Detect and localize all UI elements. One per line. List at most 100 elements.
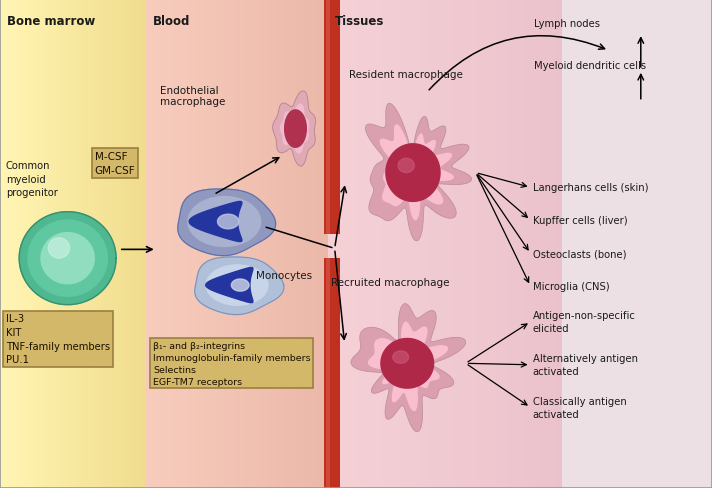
- Bar: [484, 0, 491, 488]
- Bar: [442, 0, 449, 488]
- Bar: [135, 0, 139, 488]
- Polygon shape: [217, 215, 239, 229]
- Bar: [352, 0, 358, 488]
- Polygon shape: [368, 322, 448, 411]
- Polygon shape: [194, 257, 284, 315]
- Bar: [206, 0, 211, 488]
- Bar: [253, 0, 258, 488]
- Text: Antigen-non-specific
elicited: Antigen-non-specific elicited: [533, 310, 635, 334]
- Bar: [221, 0, 226, 488]
- Bar: [4, 0, 8, 488]
- Bar: [183, 0, 189, 488]
- Bar: [290, 0, 295, 488]
- Bar: [146, 0, 150, 488]
- Polygon shape: [365, 104, 471, 242]
- Bar: [83, 0, 87, 488]
- Text: Endothelial
macrophage: Endothelial macrophage: [160, 85, 226, 107]
- Bar: [318, 0, 323, 488]
- Polygon shape: [41, 233, 94, 284]
- Bar: [333, 0, 340, 488]
- Text: Alternatively antigen
activated: Alternatively antigen activated: [533, 353, 637, 377]
- FancyBboxPatch shape: [324, 0, 340, 234]
- Bar: [244, 0, 249, 488]
- Bar: [45, 0, 49, 488]
- Text: IL-3
KIT
TNF-family members
PU.1: IL-3 KIT TNF-family members PU.1: [6, 314, 110, 365]
- Bar: [33, 0, 38, 488]
- Bar: [496, 0, 503, 488]
- Bar: [533, 0, 539, 488]
- Text: Bone marrow: Bone marrow: [7, 15, 95, 28]
- Bar: [313, 0, 319, 488]
- Polygon shape: [19, 212, 116, 305]
- Text: Resident macrophage: Resident macrophage: [349, 70, 463, 80]
- Polygon shape: [206, 265, 268, 305]
- Bar: [272, 0, 277, 488]
- Text: Tissues: Tissues: [335, 15, 384, 28]
- Bar: [112, 0, 117, 488]
- Polygon shape: [231, 280, 249, 291]
- Bar: [146, 0, 151, 488]
- Bar: [364, 0, 370, 488]
- Bar: [281, 0, 286, 488]
- Bar: [201, 0, 207, 488]
- FancyBboxPatch shape: [326, 259, 330, 488]
- Text: Recruited macrophage: Recruited macrophage: [331, 278, 449, 287]
- Bar: [267, 0, 272, 488]
- Bar: [448, 0, 454, 488]
- Bar: [345, 0, 352, 488]
- Text: Monocytes: Monocytes: [256, 271, 313, 281]
- Bar: [502, 0, 509, 488]
- Bar: [63, 0, 68, 488]
- Bar: [98, 0, 102, 488]
- Text: M-CSF
GM-CSF: M-CSF GM-CSF: [95, 151, 135, 176]
- Polygon shape: [188, 197, 261, 247]
- Bar: [508, 0, 515, 488]
- Bar: [388, 0, 394, 488]
- Text: Microglia (CNS): Microglia (CNS): [533, 282, 609, 291]
- Bar: [41, 0, 46, 488]
- Polygon shape: [48, 238, 70, 259]
- Bar: [174, 0, 179, 488]
- Bar: [211, 0, 216, 488]
- Polygon shape: [273, 92, 315, 167]
- Bar: [23, 0, 27, 488]
- Bar: [526, 0, 533, 488]
- Bar: [300, 0, 305, 488]
- Bar: [490, 0, 497, 488]
- Bar: [26, 0, 31, 488]
- Bar: [436, 0, 443, 488]
- Bar: [323, 0, 328, 488]
- Polygon shape: [351, 304, 466, 432]
- Bar: [53, 0, 57, 488]
- Bar: [78, 0, 83, 488]
- FancyBboxPatch shape: [324, 259, 340, 488]
- Bar: [545, 0, 551, 488]
- FancyBboxPatch shape: [562, 0, 712, 488]
- Text: Osteoclasts (bone): Osteoclasts (bone): [533, 249, 626, 259]
- Bar: [71, 0, 75, 488]
- Bar: [131, 0, 135, 488]
- Bar: [412, 0, 419, 488]
- Text: Blood: Blood: [153, 15, 190, 28]
- Polygon shape: [28, 221, 108, 297]
- Bar: [192, 0, 198, 488]
- Bar: [120, 0, 124, 488]
- Bar: [90, 0, 94, 488]
- Bar: [179, 0, 184, 488]
- Bar: [234, 0, 240, 488]
- Polygon shape: [178, 190, 276, 256]
- Bar: [400, 0, 407, 488]
- Bar: [538, 0, 545, 488]
- Bar: [38, 0, 42, 488]
- Bar: [164, 0, 170, 488]
- Bar: [454, 0, 461, 488]
- Polygon shape: [398, 159, 414, 173]
- Bar: [169, 0, 174, 488]
- Bar: [0, 0, 4, 488]
- Bar: [295, 0, 300, 488]
- Bar: [188, 0, 193, 488]
- Polygon shape: [189, 202, 242, 242]
- Bar: [472, 0, 478, 488]
- Text: Common
myeloid
progenitor: Common myeloid progenitor: [6, 161, 58, 197]
- Bar: [520, 0, 527, 488]
